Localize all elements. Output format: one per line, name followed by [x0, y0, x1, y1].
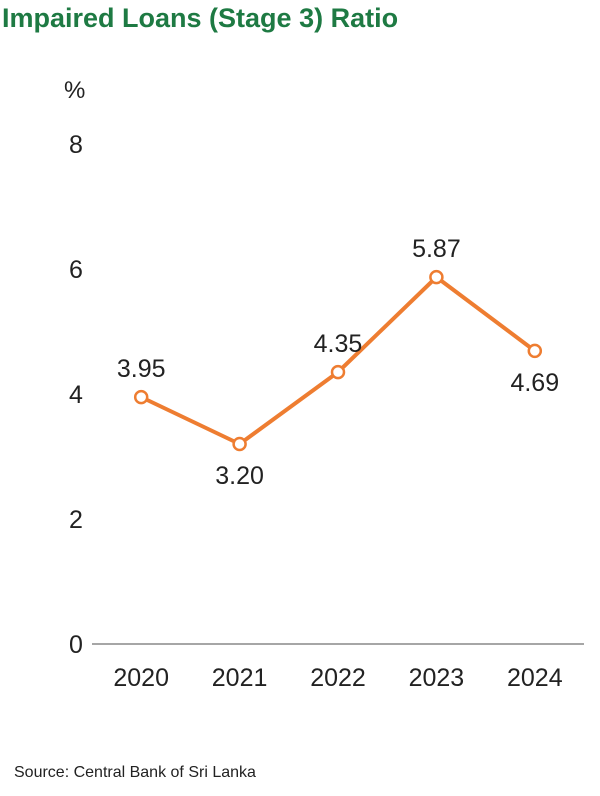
- data-point: [527, 343, 543, 359]
- data-point: [133, 389, 149, 405]
- data-point: [232, 436, 247, 452]
- data-label: 4.35: [314, 330, 363, 358]
- data-label: 4.69: [510, 369, 559, 397]
- data-label: 3.95: [117, 355, 166, 383]
- data-points: [133, 269, 543, 452]
- data-label: 3.20: [215, 462, 264, 490]
- y-tick-label: 6: [69, 256, 83, 284]
- y-axis-unit-label: %: [64, 77, 85, 104]
- y-tick-label: 2: [69, 506, 83, 534]
- data-labels: 3.95 3.20 4.35 5.87 4.69: [117, 235, 559, 490]
- x-tick-label: 2023: [409, 664, 465, 692]
- y-tick-label: 4: [69, 381, 83, 409]
- y-tick-label: 8: [69, 131, 83, 159]
- y-axis-ticks: 0 2 4 6 8: [69, 131, 83, 659]
- y-tick-label: 0: [69, 631, 83, 659]
- data-label: 5.87: [412, 235, 461, 263]
- source-note: Source: Central Bank of Sri Lanka: [14, 764, 256, 781]
- data-point: [330, 364, 346, 380]
- line-chart: % 0 2 4 6 8 2020 2021 2022 2023 2024 3.95 3.20 4.3…: [64, 77, 584, 692]
- x-tick-label: 2024: [507, 664, 563, 692]
- series-line: [139, 275, 537, 446]
- chart-title: Impaired Loans (Stage 3) Ratio: [2, 3, 399, 33]
- data-point: [429, 269, 444, 285]
- x-tick-label: 2022: [310, 664, 366, 692]
- x-tick-label: 2021: [212, 664, 268, 692]
- x-axis-ticks: 2020 2021 2022 2023 2024: [113, 664, 562, 692]
- x-tick-label: 2020: [113, 664, 169, 692]
